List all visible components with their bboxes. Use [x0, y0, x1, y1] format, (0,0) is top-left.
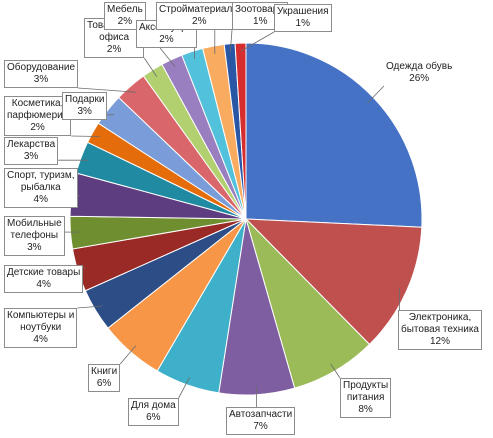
- slice-label-percent: 6%: [96, 378, 112, 389]
- slice-label-percent: 3%: [77, 106, 92, 117]
- slice-label-percent: 2%: [117, 16, 133, 27]
- leader-line-20: [240, 31, 275, 52]
- slice-label-text: офиса: [99, 32, 130, 43]
- slice-label-text: Мобильные: [7, 218, 62, 229]
- leader-line-7: [77, 305, 103, 309]
- slice-label-text: бытовая техника: [401, 324, 479, 335]
- slice-label-14: Оборудование 3%: [4, 60, 79, 88]
- slice-label-percent: 2%: [159, 34, 174, 45]
- pie-slice-20: [234, 42, 247, 220]
- slice-label-text: Стройматериалы: [159, 4, 240, 15]
- slice-label-12: Косметика, парфюмерия 2%: [4, 96, 72, 136]
- slice-label-percent: 2%: [192, 16, 207, 27]
- slice-label-2: Электроника, бытовая техника 12%: [398, 310, 482, 350]
- slice-label-percent: 4%: [33, 194, 48, 205]
- slice-label-7: Компьютеры и ноутбуки 4%: [4, 308, 78, 348]
- leader-lines: [58, 29, 400, 407]
- slice-label-13: Подарки 3%: [62, 92, 108, 120]
- leader-line-19: [229, 29, 233, 52]
- slice-label-text: Продукты: [343, 380, 389, 391]
- slice-label-text: телефоны: [10, 230, 59, 241]
- slice-label-percent: 1%: [253, 16, 268, 27]
- slice-label-8: Детские товары 4%: [4, 265, 84, 293]
- slice-label-10: Спорт, туризм, рыбалка 4%: [4, 168, 78, 208]
- slice-label-text: Детские товары: [7, 267, 81, 278]
- leader-line-15: [143, 57, 158, 77]
- leader-line-6: [119, 345, 137, 365]
- leader-line-1: [367, 85, 385, 104]
- slice-label-text: Подарки: [65, 94, 105, 105]
- slice-label-text: Мебель: [107, 4, 143, 15]
- slice-label-percent: 3%: [23, 151, 39, 162]
- slice-label-4: Автозапчасти 7%: [226, 407, 296, 435]
- pie-slices: [69, 42, 423, 396]
- leader-line-12: [71, 135, 100, 137]
- slice-label-text: рыбалка: [20, 182, 61, 193]
- slice-label-percent: 3%: [27, 242, 42, 253]
- slice-label-percent: 12%: [429, 336, 450, 347]
- slice-label-text: Зоотовары: [235, 4, 286, 15]
- slice-label-percent: 6%: [146, 412, 161, 423]
- slice-label-text: Автозапчасти: [229, 409, 293, 420]
- slice-label-18: Стройматериалы 2%: [156, 2, 243, 30]
- slice-label-percent: 1%: [295, 18, 310, 29]
- slice-label-9: Мобильные телефоны 3%: [4, 216, 65, 256]
- slice-label-text: питания: [346, 392, 385, 403]
- slice-label-percent: 4%: [36, 279, 51, 290]
- slice-label-1: Одежда обувь 26%: [384, 60, 454, 86]
- slice-label-text: Компьютеры и: [7, 310, 75, 321]
- leader-line-14: [77, 87, 136, 93]
- slice-label-text: Косметика,: [11, 98, 64, 109]
- slice-label-3: Продукты питания 8%: [340, 378, 392, 418]
- slice-label-text: ноутбуки: [20, 322, 62, 333]
- slice-label-text: Оборудование: [7, 62, 76, 73]
- leader-line-5: [178, 377, 190, 399]
- slice-label-20: Украшения 1%: [274, 4, 332, 32]
- slice-label-text: парфюмерия: [7, 110, 69, 121]
- slice-label-percent: 7%: [253, 421, 268, 432]
- slice-label-text: Электроника,: [408, 312, 472, 323]
- slice-label-percent: 2%: [106, 44, 122, 55]
- slice-label-11: Лекарства 3%: [4, 137, 59, 165]
- slice-label-text: Украшения: [277, 6, 329, 17]
- slice-label-percent: 8%: [358, 404, 373, 415]
- slice-label-text: Книги: [91, 366, 118, 377]
- slice-label-6: Книги 6%: [88, 364, 121, 392]
- slice-label-percent: 26%: [409, 73, 430, 84]
- slice-label-percent: 2%: [30, 122, 45, 133]
- slice-label-text: Спорт, туризм,: [7, 170, 75, 181]
- leader-line-3: [330, 363, 341, 379]
- slice-label-text: Для дома: [131, 400, 176, 411]
- slice-label-5: Для дома 6%: [128, 398, 179, 426]
- pie-slice-2: [244, 218, 423, 346]
- slice-label-percent: 3%: [33, 74, 49, 85]
- slice-label-percent: 4%: [33, 334, 48, 345]
- slice-label-text: Лекарства: [7, 139, 56, 150]
- slice-label-text: Одежда обувь: [386, 61, 453, 72]
